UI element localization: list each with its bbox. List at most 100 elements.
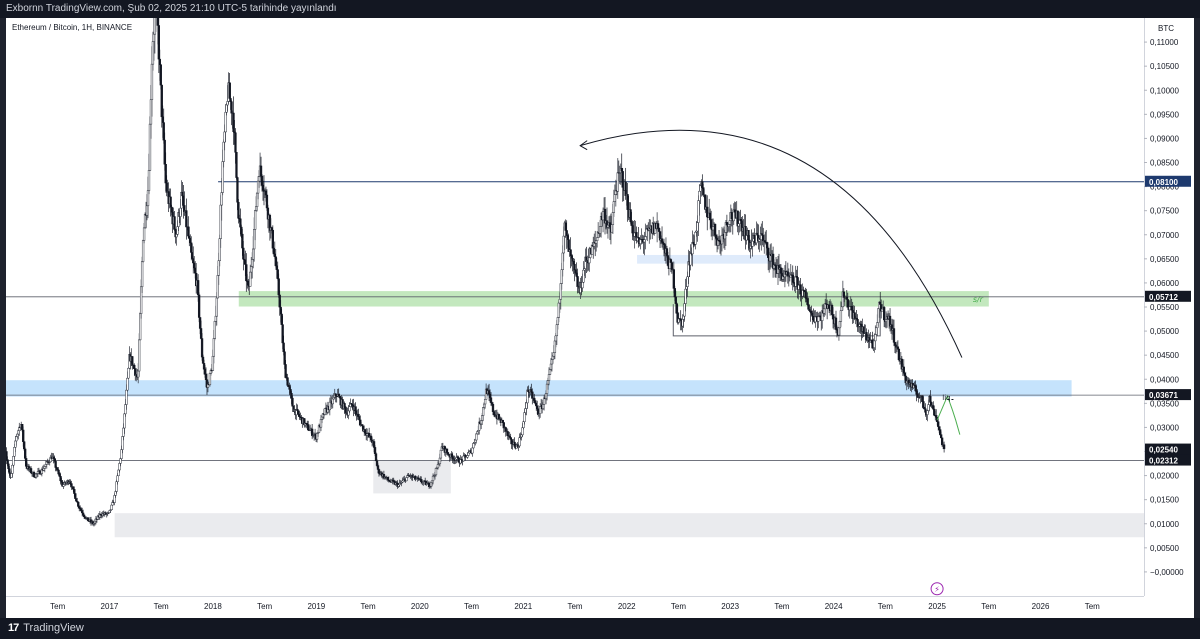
candle-body bbox=[187, 226, 190, 237]
candle-body bbox=[194, 267, 197, 274]
candle-body bbox=[713, 223, 717, 236]
candle-body bbox=[116, 475, 119, 482]
price-label-2: 0,03671 bbox=[1149, 391, 1178, 400]
candle-body bbox=[730, 212, 733, 220]
candle bbox=[405, 477, 408, 482]
candle-body bbox=[232, 112, 235, 132]
candle-body bbox=[613, 194, 617, 202]
price-chart[interactable]: s/r liq 0,11000 0,10500 0,10000 0,09500 0,0900… bbox=[6, 18, 1194, 618]
candle-body bbox=[153, 18, 157, 35]
candle-body bbox=[117, 469, 120, 477]
x-tick-label: Tem bbox=[671, 602, 686, 611]
candle-body bbox=[672, 269, 675, 289]
candle-body bbox=[270, 227, 274, 231]
candle-body bbox=[62, 484, 65, 487]
candle-body bbox=[489, 397, 493, 403]
candle-body bbox=[376, 465, 380, 470]
candle-body bbox=[77, 501, 80, 507]
x-tick-label: Tem bbox=[567, 602, 582, 611]
candle-body bbox=[264, 190, 268, 196]
candle-body bbox=[114, 491, 117, 496]
candle-body bbox=[36, 471, 40, 474]
candle-body bbox=[466, 455, 469, 458]
candle-body bbox=[837, 327, 841, 336]
candle-body bbox=[699, 185, 702, 192]
candle-body bbox=[842, 291, 846, 298]
candle-body bbox=[497, 414, 501, 420]
currency-label: BTC bbox=[1158, 24, 1174, 33]
y-tick-label: 0,07000 bbox=[1150, 231, 1179, 240]
candle-body bbox=[242, 247, 245, 260]
candle-body bbox=[439, 449, 443, 459]
candle-body bbox=[354, 406, 357, 412]
price-label-bg-4 bbox=[1145, 454, 1191, 466]
candle-body bbox=[673, 288, 676, 298]
candle-body bbox=[145, 205, 149, 216]
brand-name[interactable]: TradingView bbox=[23, 622, 84, 634]
candle-body bbox=[827, 304, 831, 309]
candle-body bbox=[239, 218, 242, 228]
price-label-bg-1 bbox=[1145, 290, 1191, 302]
candle-body bbox=[290, 393, 293, 399]
candle-body bbox=[191, 252, 194, 259]
candle-body bbox=[214, 315, 217, 322]
tradingview-logo-icon[interactable]: 17 bbox=[8, 622, 19, 634]
candle-body bbox=[80, 508, 83, 511]
candle-body bbox=[348, 406, 351, 412]
candle-body bbox=[845, 296, 848, 300]
candle-body bbox=[202, 363, 206, 370]
candle-body bbox=[229, 98, 232, 102]
candle-body bbox=[626, 194, 629, 210]
candle-body bbox=[926, 410, 929, 415]
publish-info-bar: Exbornn TradingView.com, Şub 02, 2025 21… bbox=[0, 0, 1200, 18]
price-label-3: 0,02540 bbox=[1149, 446, 1178, 455]
candle-body bbox=[254, 206, 258, 211]
candle-body bbox=[476, 431, 479, 435]
candle-body bbox=[221, 161, 224, 193]
candle-body bbox=[884, 319, 888, 322]
candle-body bbox=[240, 226, 243, 235]
y-tick-label: 0,02000 bbox=[1150, 472, 1179, 481]
candle-body bbox=[933, 408, 936, 416]
candle-body bbox=[320, 416, 324, 420]
candle-body bbox=[656, 223, 660, 229]
candle-body bbox=[119, 458, 122, 464]
candle-body bbox=[298, 414, 301, 417]
x-tick-label: 2019 bbox=[307, 602, 325, 611]
candle-body bbox=[527, 389, 530, 393]
candle-body bbox=[491, 404, 495, 412]
candle bbox=[830, 303, 834, 317]
candle-body bbox=[230, 101, 233, 114]
candle-body bbox=[862, 326, 865, 334]
candle-body bbox=[879, 301, 882, 305]
candle-body bbox=[902, 366, 905, 374]
y-tick-label: 0,09000 bbox=[1150, 134, 1179, 143]
price-label-4: 0,02312 bbox=[1149, 457, 1178, 466]
chart-frame[interactable]: s/r liq 0,11000 0,10500 0,10000 0,09500 0,0900… bbox=[6, 18, 1194, 618]
candle-body bbox=[560, 269, 563, 284]
candle-body bbox=[566, 235, 569, 240]
candle-body bbox=[22, 429, 25, 442]
candle-body bbox=[520, 434, 523, 438]
candle-body bbox=[457, 457, 460, 463]
candle-body bbox=[633, 232, 636, 237]
candle-body bbox=[236, 177, 239, 203]
price-label-0: 0,08100 bbox=[1149, 178, 1178, 187]
x-tick-label: Tem bbox=[1085, 602, 1100, 611]
candle-body bbox=[234, 132, 237, 153]
candle-body bbox=[850, 305, 853, 311]
candle-body bbox=[940, 437, 944, 446]
candle-body bbox=[509, 437, 512, 440]
chart-title: Ethereum / Bitcoin, 1H, BINANCE bbox=[12, 23, 132, 32]
candle-body bbox=[620, 167, 623, 172]
candle-body bbox=[683, 303, 686, 317]
candle-body bbox=[547, 374, 551, 381]
candle-body bbox=[524, 408, 527, 413]
candle-body bbox=[204, 374, 208, 380]
candle-body bbox=[675, 303, 678, 314]
candle-body bbox=[767, 247, 770, 258]
candle-body bbox=[222, 141, 225, 162]
candle-body bbox=[86, 517, 90, 522]
candle-body bbox=[645, 228, 648, 237]
candle-body bbox=[697, 200, 700, 223]
